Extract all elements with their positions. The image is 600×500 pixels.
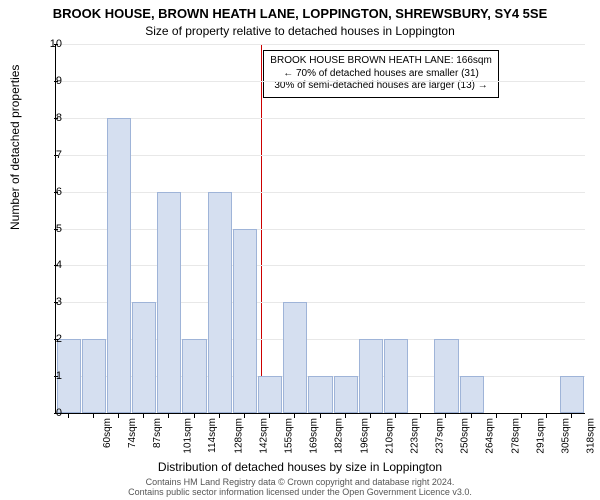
y-tick-mark (54, 155, 58, 156)
x-tick-label: 264sqm (485, 418, 496, 454)
footer-line-1: Contains HM Land Registry data © Crown c… (146, 477, 455, 487)
x-tick-mark (194, 414, 195, 418)
histogram-bar (434, 339, 458, 413)
y-tick-label: 6 (42, 186, 62, 198)
histogram-bar (283, 302, 307, 413)
footer-line-2: Contains public sector information licen… (128, 487, 472, 497)
x-tick-mark (294, 414, 295, 418)
histogram-bar (233, 229, 257, 414)
x-tick-label: 74sqm (127, 418, 138, 448)
annotation-line-2: ← 70% of detached houses are smaller (31… (270, 68, 492, 81)
chart-title-sub: Size of property relative to detached ho… (0, 24, 600, 38)
y-tick-label: 0 (42, 407, 62, 419)
annotation-line-1: BROOK HOUSE BROWN HEATH LANE: 166sqm (270, 55, 492, 68)
x-tick-mark (571, 414, 572, 418)
y-tick-label: 10 (42, 38, 62, 50)
x-tick-mark (521, 414, 522, 418)
y-tick-mark (54, 339, 58, 340)
x-tick-mark (269, 414, 270, 418)
y-tick-mark (54, 302, 58, 303)
x-tick-label: 291sqm (535, 418, 546, 454)
histogram-bar (132, 302, 156, 413)
annotation-box: BROOK HOUSE BROWN HEATH LANE: 166sqm ← 7… (263, 50, 499, 98)
y-tick-label: 5 (42, 223, 62, 235)
x-tick-label: 223sqm (409, 418, 420, 454)
x-tick-mark (345, 414, 346, 418)
x-tick-label: 318sqm (586, 418, 597, 454)
histogram-bar (82, 339, 106, 413)
x-tick-mark (143, 414, 144, 418)
y-tick-mark (54, 413, 58, 414)
y-tick-mark (54, 192, 58, 193)
x-tick-mark (118, 414, 119, 418)
x-tick-label: 278sqm (510, 418, 521, 454)
histogram-bar (334, 376, 358, 413)
y-tick-label: 4 (42, 259, 62, 271)
plot-area: BROOK HOUSE BROWN HEATH LANE: 166sqm ← 7… (55, 44, 585, 414)
gridline (56, 81, 585, 82)
gridline (56, 192, 585, 193)
y-tick-label: 8 (42, 112, 62, 124)
gridline (56, 265, 585, 266)
x-tick-mark (219, 414, 220, 418)
y-tick-mark (54, 81, 58, 82)
y-tick-label: 2 (42, 333, 62, 345)
x-tick-label: 237sqm (435, 418, 446, 454)
x-tick-mark (320, 414, 321, 418)
histogram-bar (258, 376, 282, 413)
x-tick-label: 169sqm (309, 418, 320, 454)
histogram-bar (460, 376, 484, 413)
y-tick-mark (54, 229, 58, 230)
x-tick-mark (244, 414, 245, 418)
x-tick-mark (68, 414, 69, 418)
x-tick-label: 155sqm (284, 418, 295, 454)
x-tick-label: 250sqm (460, 418, 471, 454)
x-tick-label: 114sqm (207, 418, 218, 453)
x-tick-mark (546, 414, 547, 418)
x-tick-mark (420, 414, 421, 418)
y-axis-label: Number of detached properties (8, 65, 22, 230)
y-tick-label: 3 (42, 296, 62, 308)
x-tick-mark (395, 414, 396, 418)
x-axis-label: Distribution of detached houses by size … (0, 460, 600, 474)
histogram-bar (107, 118, 131, 413)
histogram-bar (208, 192, 232, 413)
histogram-bar (359, 339, 383, 413)
y-tick-mark (54, 376, 58, 377)
x-tick-label: 196sqm (359, 418, 370, 454)
y-tick-mark (54, 44, 58, 45)
histogram-bar (157, 192, 181, 413)
y-tick-label: 9 (42, 75, 62, 87)
x-tick-label: 101sqm (183, 418, 194, 454)
y-tick-label: 7 (42, 149, 62, 161)
gridline (56, 118, 585, 119)
x-tick-label: 210sqm (384, 418, 395, 454)
x-tick-mark (370, 414, 371, 418)
x-tick-mark (496, 414, 497, 418)
gridline (56, 155, 585, 156)
chart-container: BROOK HOUSE, BROWN HEATH LANE, LOPPINGTO… (0, 0, 600, 500)
y-tick-mark (54, 265, 58, 266)
y-tick-label: 1 (42, 370, 62, 382)
x-tick-label: 87sqm (152, 418, 163, 448)
footer-text: Contains HM Land Registry data © Crown c… (0, 478, 600, 498)
x-tick-label: 305sqm (561, 418, 572, 454)
y-tick-mark (54, 118, 58, 119)
histogram-bar (560, 376, 584, 413)
x-tick-mark (93, 414, 94, 418)
histogram-bar (182, 339, 206, 413)
x-tick-mark (445, 414, 446, 418)
histogram-bar (384, 339, 408, 413)
gridline (56, 229, 585, 230)
x-tick-label: 128sqm (233, 418, 244, 454)
histogram-bar (308, 376, 332, 413)
x-tick-label: 60sqm (102, 418, 113, 448)
x-tick-mark (471, 414, 472, 418)
x-tick-label: 142sqm (258, 418, 269, 454)
x-tick-label: 182sqm (334, 418, 345, 454)
chart-title-main: BROOK HOUSE, BROWN HEATH LANE, LOPPINGTO… (0, 6, 600, 21)
gridline (56, 44, 585, 45)
x-tick-mark (168, 414, 169, 418)
